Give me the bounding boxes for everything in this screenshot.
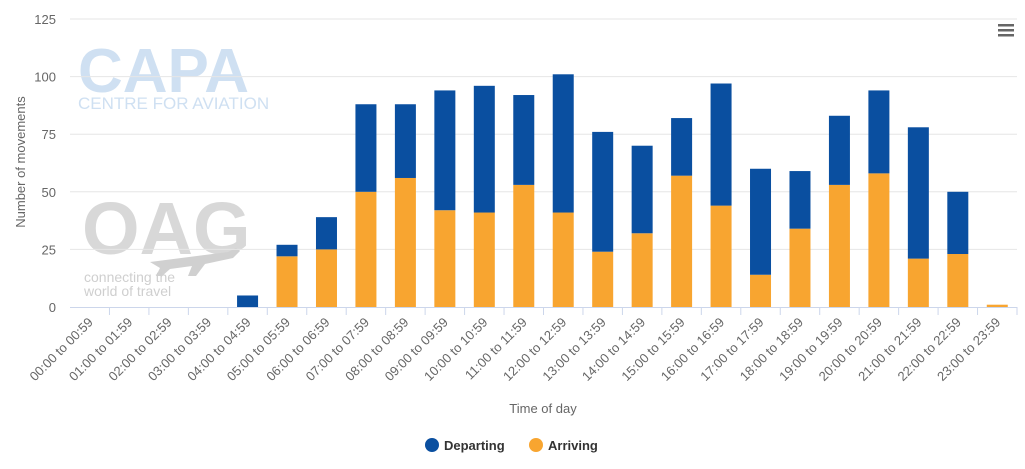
bar-arriving-17[interactable] [750,274,772,307]
bar-departing-10[interactable] [473,85,495,213]
bar-arriving-23[interactable] [986,304,1008,307]
bar-arriving-22[interactable] [947,254,969,307]
bar-departing-14[interactable] [631,145,653,234]
bar-departing-4[interactable] [237,295,259,307]
bar-arriving-7[interactable] [355,191,377,307]
bar-arriving-14[interactable] [631,233,653,307]
bar-departing-9[interactable] [434,90,456,211]
bar-departing-17[interactable] [750,168,772,275]
bar-departing-22[interactable] [947,191,969,255]
bar-arriving-15[interactable] [671,175,693,307]
oag-watermark-line1: connecting the [84,269,175,285]
bar-arriving-21[interactable] [907,258,929,307]
y-tick-label: 75 [42,127,56,142]
bar-departing-7[interactable] [355,104,377,192]
bar-departing-12[interactable] [552,74,574,213]
legend-label-departing: Departing [444,438,505,453]
bar-arriving-6[interactable] [315,249,337,307]
bar-arriving-20[interactable] [868,173,890,307]
oag-watermark: OAG connecting the world of travel [82,187,251,299]
bar-departing-8[interactable] [394,104,416,178]
bar-arriving-9[interactable] [434,210,456,307]
x-axis-title: Time of day [509,401,577,416]
bar-departing-16[interactable] [710,83,732,206]
y-axis-title: Number of movements [13,96,28,228]
bar-departing-6[interactable] [315,217,337,250]
bar-arriving-18[interactable] [789,228,811,307]
y-tick-label: 0 [49,300,56,315]
bar-arriving-12[interactable] [552,212,574,307]
bar-departing-11[interactable] [513,95,535,185]
legend-marker-departing [425,438,439,452]
bar-departing-18[interactable] [789,171,811,229]
y-axis: 0 25 50 75 100 125 [34,12,56,315]
legend-marker-arriving [529,438,543,452]
bar-arriving-8[interactable] [394,177,416,307]
hamburger-menu-icon[interactable] [996,20,1016,40]
legend-label-arriving: Arriving [548,438,598,453]
bar-departing-5[interactable] [276,244,298,257]
bar-arriving-10[interactable] [473,212,495,307]
bar-departing-15[interactable] [671,118,693,176]
y-tick-label: 100 [34,70,56,85]
bars [237,74,1008,307]
y-tick-label: 25 [42,242,56,257]
bar-departing-13[interactable] [592,131,614,252]
y-tick-label: 125 [34,12,56,27]
bar-departing-20[interactable] [868,90,890,174]
capa-watermark: CAPA CENTRE FOR AVIATION [78,37,269,113]
bar-arriving-16[interactable] [710,205,732,307]
bar-arriving-19[interactable] [828,184,850,307]
oag-watermark-line2: world of travel [83,283,171,299]
bar-departing-19[interactable] [828,115,850,185]
capa-watermark-subtitle: CENTRE FOR AVIATION [78,94,269,113]
legend-item-arriving[interactable]: Arriving [529,438,598,453]
legend-item-departing[interactable]: Departing [425,438,505,453]
capa-watermark-title: CAPA [78,37,249,106]
airplane-icon [150,248,240,276]
bar-arriving-11[interactable] [513,184,535,307]
legend: Departing Arriving [425,438,598,453]
bar-arriving-5[interactable] [276,256,298,307]
gridlines [70,18,1017,250]
y-tick-label: 50 [42,185,56,200]
bar-arriving-13[interactable] [592,251,614,307]
bar-departing-21[interactable] [907,127,929,259]
